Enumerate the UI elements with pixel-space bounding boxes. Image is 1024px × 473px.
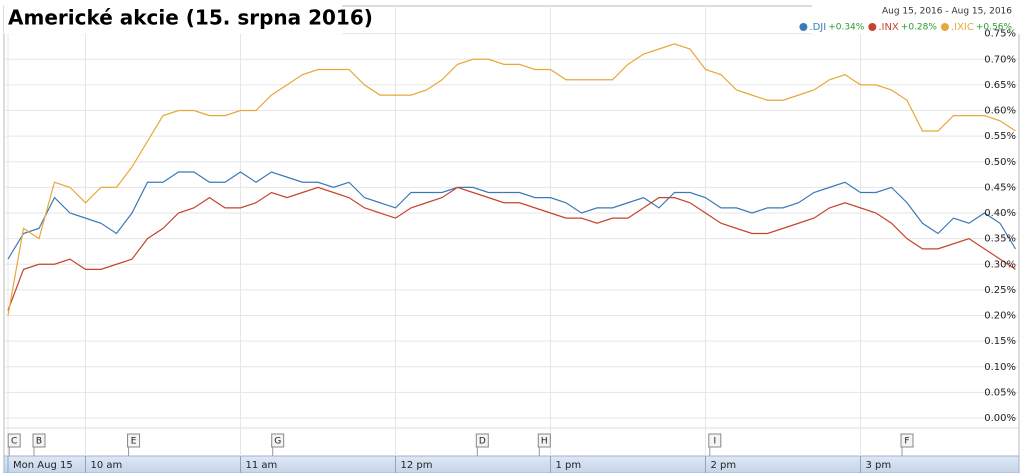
x-tick-label: 1 pm [556,460,582,471]
legend-change: +0.34% [828,23,865,33]
legend-name: .DJI [809,22,826,33]
legend-change: +0.28% [901,23,938,33]
title-bg [4,4,342,34]
flag-label: H [541,437,548,447]
y-tick-label: 0.00% [984,413,1016,424]
chart-title: Americké akcie (15. srpna 2016) [8,6,373,30]
legend-dot [799,23,808,31]
flag-label: B [36,437,42,447]
x-tick-label: Mon Aug 15 [13,460,73,471]
y-tick-label: 0.25% [984,285,1016,296]
y-tick-label: 0.20% [984,311,1016,322]
series-line [7,171,1017,260]
series-line [7,43,1016,316]
x-tick-label: 2 pm [711,460,737,471]
y-tick-label: 0.50% [984,157,1016,168]
y-tick-label: 0.05% [984,387,1016,398]
x-tick-label: 11 am [246,460,278,471]
flag-box [32,433,46,448]
y-tick-label: 0.55% [984,131,1016,142]
plot-frame [3,5,1020,457]
date-range: Aug 15, 2016 - Aug 15, 2016 [882,7,1012,17]
flag-label: D [479,437,486,447]
y-tick-label: 0.35% [984,234,1016,245]
y-tick-label: 0.30% [984,259,1016,270]
legend-name: .IXIC [951,22,974,33]
time-axis-bar [3,455,1020,473]
legend-bg [812,4,1020,34]
legend-dot [940,23,949,31]
y-tick-label: 0.40% [984,208,1016,219]
y-tick-label: 0.60% [984,106,1016,117]
y-tick-label: 0.75% [984,29,1016,40]
y-tick-label: 0.70% [984,54,1016,65]
flag-box [900,433,914,448]
flag-box [7,433,21,448]
flag-label: I [713,437,716,447]
flag-box [537,433,551,448]
flag-box [127,433,141,448]
flag-label: E [131,437,137,447]
flag-box [271,433,285,448]
y-tick-label: 0.10% [984,362,1016,373]
x-tick-label: 10 am [91,460,123,471]
series-line [7,186,1016,311]
legend-dot [868,23,877,31]
flag-label: G [274,437,281,447]
flag-box [708,433,722,448]
legend-change: +0.56% [976,23,1013,33]
x-tick-label: 12 pm [401,460,433,471]
flag-label: F [904,437,909,447]
legend-name: .INX [878,22,899,33]
y-tick-label: 0.45% [984,182,1016,193]
flag-box [475,433,489,448]
y-tick-label: 0.65% [984,80,1016,91]
y-tick-label: 0.15% [984,336,1016,347]
x-tick-label: 3 pm [866,460,892,471]
flag-label: C [11,437,17,447]
